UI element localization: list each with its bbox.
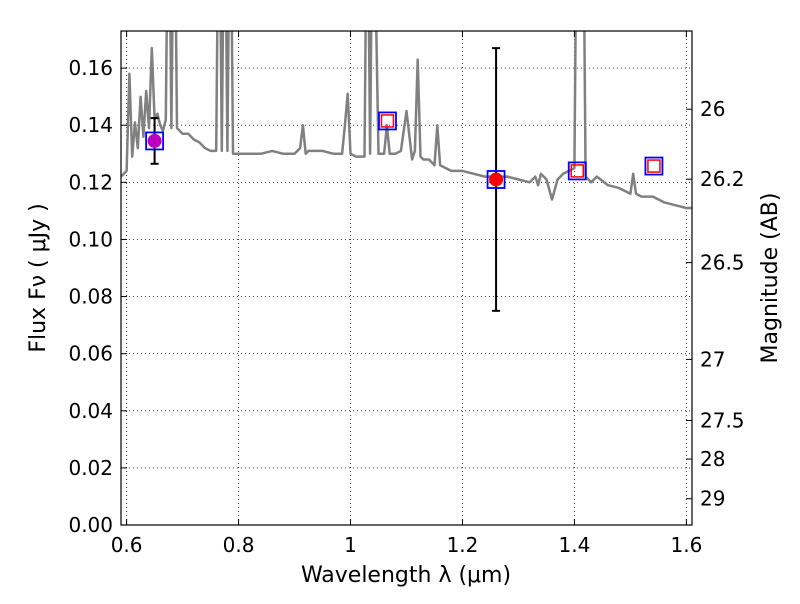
y-tick-label: 0.06 xyxy=(68,342,113,366)
y-tick-label: 0.08 xyxy=(68,285,113,309)
model-point-marker xyxy=(647,159,661,173)
y2-tick-label: 26 xyxy=(700,97,725,121)
y-tick-label: 0.14 xyxy=(68,113,113,137)
y-tick-label: 0.00 xyxy=(68,513,113,537)
x-tick-label: 0.6 xyxy=(111,533,143,557)
y-tick-label: 0.02 xyxy=(68,456,113,480)
y-axis-title: Flux Fν ( μJy ) xyxy=(26,203,51,352)
observed-point-marker xyxy=(147,133,162,148)
x-tick-label: 1 xyxy=(344,533,357,557)
observed-box-marker xyxy=(486,170,506,189)
model-point-marker xyxy=(380,114,395,128)
plot-frame xyxy=(120,30,693,526)
x-tick-label: 0.8 xyxy=(223,533,255,557)
model-box-marker xyxy=(644,156,664,176)
y-tick-label: 0.10 xyxy=(68,227,113,251)
axis-ticks: 0.6 0.8 1 1.2 1.4 1.6 0.00 0.02 0.04 0.06 0.08 0.10… xyxy=(68,31,745,557)
model-box-marker xyxy=(567,161,587,181)
y2-tick-label: 26.5 xyxy=(700,251,745,275)
y2-tick-label: 28 xyxy=(700,447,725,471)
model-point-marker xyxy=(570,164,584,178)
y-tick-label: 0.12 xyxy=(68,170,113,194)
data-points-layer xyxy=(145,47,664,312)
y-tick-label: 0.16 xyxy=(68,56,113,80)
y2-tick-label: 26.2 xyxy=(700,167,745,191)
x-axis-title: Wavelength λ (μm) xyxy=(301,563,511,588)
y2-tick-label: 27.5 xyxy=(700,408,745,432)
y2-tick-label: 27 xyxy=(700,347,725,371)
model-box-marker xyxy=(378,111,397,131)
x-tick-label: 1.4 xyxy=(559,533,591,557)
x-tick-label: 1.2 xyxy=(447,533,479,557)
y2-axis-title: Magnitude (AB) xyxy=(758,193,783,364)
x-tick-label: 1.6 xyxy=(670,533,702,557)
plot-background xyxy=(121,31,692,525)
y-tick-label: 0.04 xyxy=(68,399,113,423)
y2-tick-label: 29 xyxy=(700,487,725,511)
observed-box-marker xyxy=(145,131,164,151)
observed-point-marker xyxy=(489,172,504,187)
